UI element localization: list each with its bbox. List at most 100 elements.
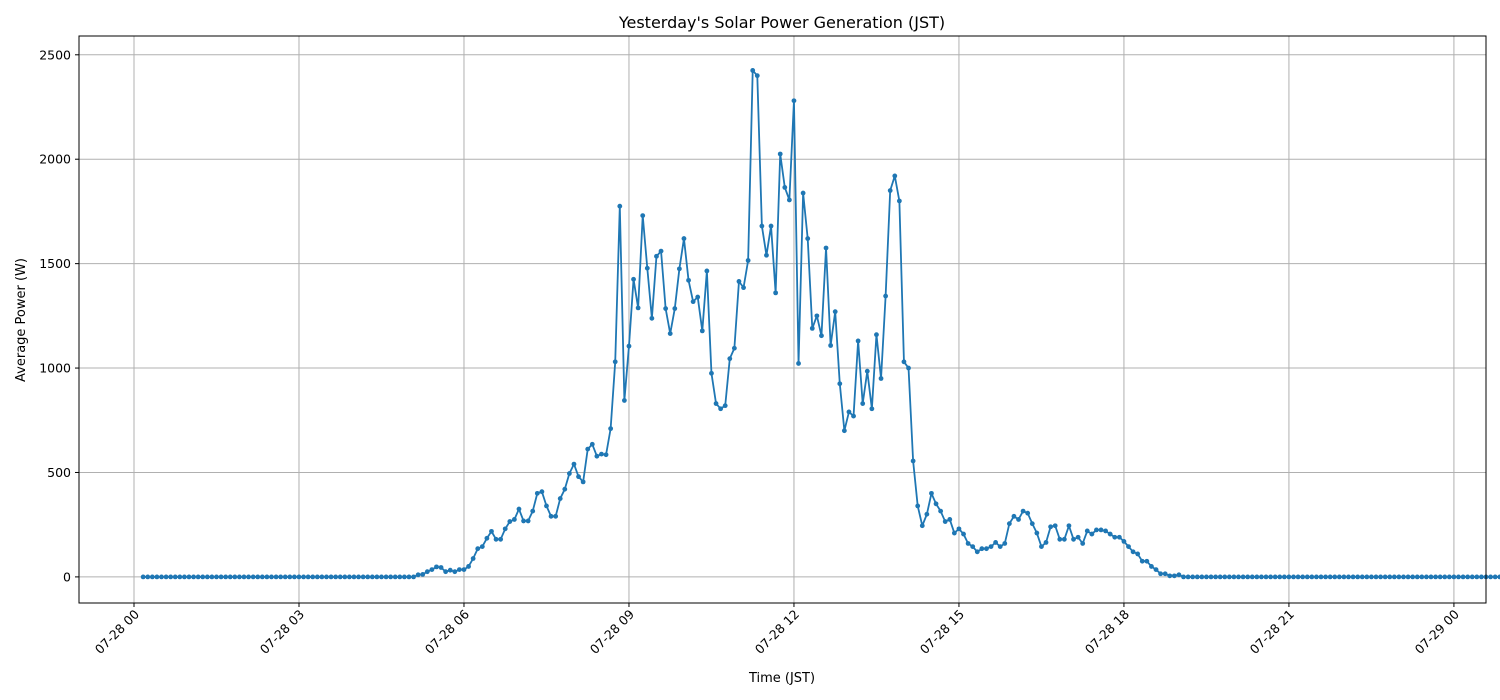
x-tick-label: 07-28 03 xyxy=(257,607,307,657)
data-point xyxy=(892,173,898,179)
data-point xyxy=(1456,574,1461,580)
data-point xyxy=(204,574,210,580)
data-point xyxy=(461,567,467,572)
data-point xyxy=(855,338,861,344)
data-point xyxy=(1162,571,1168,577)
data-point xyxy=(218,574,224,580)
data-point xyxy=(489,528,494,534)
data-point xyxy=(1204,574,1209,580)
data-point xyxy=(1199,574,1205,580)
data-point xyxy=(1341,574,1347,580)
data-point xyxy=(521,518,526,524)
data-point xyxy=(951,530,957,536)
data-point xyxy=(548,513,554,519)
data-point xyxy=(933,501,939,507)
data-point xyxy=(1405,574,1411,580)
data-point xyxy=(1061,536,1067,542)
data-point xyxy=(1492,574,1498,580)
data-point xyxy=(1428,574,1434,580)
data-point xyxy=(947,517,953,522)
data-point xyxy=(1259,574,1264,580)
data-point xyxy=(1263,574,1269,580)
data-point xyxy=(351,574,357,580)
data-point xyxy=(1052,523,1058,529)
data-point xyxy=(796,361,801,366)
data-point xyxy=(874,332,879,338)
data-point xyxy=(314,574,320,580)
data-point xyxy=(1213,574,1218,580)
data-point xyxy=(214,574,219,580)
data-point xyxy=(154,574,160,580)
data-point xyxy=(342,574,348,580)
data-point xyxy=(745,258,751,263)
data-point xyxy=(411,574,416,580)
data-point xyxy=(264,574,270,580)
data-point xyxy=(709,370,714,376)
data-point xyxy=(997,544,1003,550)
data-point xyxy=(1369,574,1374,580)
data-point xyxy=(612,359,618,365)
x-tick-label: 07-28 21 xyxy=(1247,607,1297,657)
data-point xyxy=(1286,574,1292,580)
data-point xyxy=(1098,527,1104,533)
data-point xyxy=(759,223,765,229)
data-point xyxy=(938,508,944,514)
data-point xyxy=(475,546,481,552)
series-layer xyxy=(140,68,1500,580)
data-point xyxy=(1304,574,1310,580)
data-point xyxy=(539,489,545,495)
data-point xyxy=(1355,574,1361,580)
data-point xyxy=(681,236,687,241)
data-point xyxy=(168,574,174,580)
x-axis-label: Time (JST) xyxy=(748,671,815,686)
data-point xyxy=(479,544,485,550)
data-point xyxy=(599,451,604,457)
data-point xyxy=(782,185,788,190)
data-point xyxy=(278,574,284,580)
data-point xyxy=(1364,574,1370,580)
data-point xyxy=(993,540,999,545)
data-point xyxy=(237,574,242,580)
series-line xyxy=(143,69,1500,578)
data-point xyxy=(241,574,247,580)
x-tick-label: 07-28 09 xyxy=(587,606,637,656)
data-point xyxy=(1479,574,1484,580)
data-point xyxy=(1185,574,1191,580)
data-point xyxy=(562,486,568,492)
data-point xyxy=(163,574,169,580)
data-point xyxy=(764,252,769,258)
data-point xyxy=(929,490,934,496)
data-point xyxy=(1488,574,1493,580)
data-point xyxy=(942,519,948,524)
data-point xyxy=(910,458,916,464)
data-point xyxy=(608,426,614,432)
data-point xyxy=(773,290,779,296)
data-point xyxy=(731,345,737,351)
data-point xyxy=(1465,574,1471,580)
data-point xyxy=(1469,574,1475,580)
data-point xyxy=(901,359,907,365)
data-point xyxy=(841,428,847,434)
data-point xyxy=(860,401,866,406)
data-point xyxy=(1295,574,1301,580)
data-point xyxy=(635,305,641,311)
y-tick-label: 1000 xyxy=(39,361,71,376)
data-point xyxy=(516,506,522,512)
data-point xyxy=(1048,524,1054,530)
data-point xyxy=(626,343,632,349)
data-point xyxy=(603,452,609,458)
data-point xyxy=(631,276,636,282)
data-point xyxy=(1043,540,1049,545)
data-point xyxy=(1300,574,1306,580)
data-point xyxy=(1414,574,1420,580)
data-point xyxy=(383,574,389,580)
data-point xyxy=(823,245,829,251)
data-point xyxy=(571,461,577,467)
data-point xyxy=(1474,574,1480,580)
x-tick-label: 07-29 00 xyxy=(1412,606,1462,656)
data-point xyxy=(259,574,265,580)
data-point xyxy=(511,517,517,522)
data-point xyxy=(1327,574,1333,580)
data-point xyxy=(255,574,261,580)
